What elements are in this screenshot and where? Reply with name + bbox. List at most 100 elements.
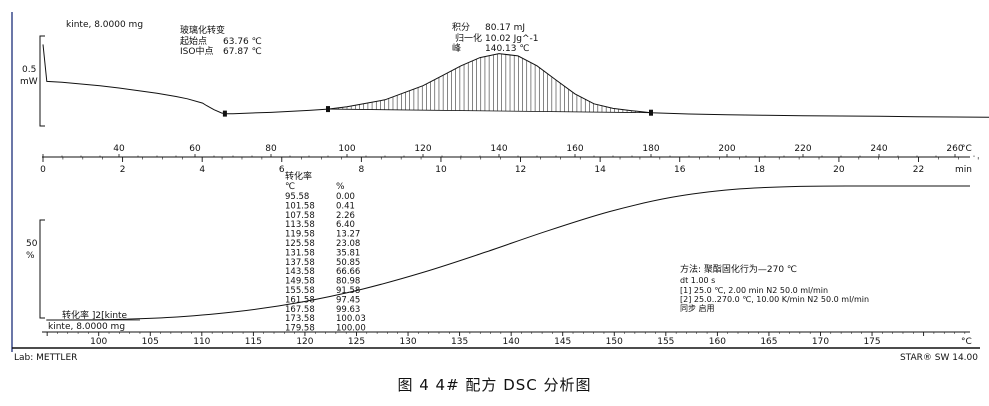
glass-transition-title: 玻璃化转变 [180,24,225,36]
conversion-table-temp: 155.58 [285,286,315,296]
method-sync: 同步 启用 [680,303,715,313]
bottom-tick-label: 160 [709,337,726,347]
bottom-tick-label: 145 [554,337,571,347]
time-tick-label: 12 [515,165,526,175]
bottom-tick-label: 120 [296,337,313,347]
conversion-table-temp: 149.58 [285,277,315,287]
conversion-table-temp: 167.58 [285,305,315,315]
norm-value: 10.02 Jg^-1 [485,34,539,44]
bottom-tick-label: 100 [90,337,107,347]
conversion-table-temp: 113.58 [285,220,315,230]
bottom-tick-label: 140 [503,337,520,347]
peak-value: 140.13 ℃ [485,44,529,54]
peak-integration-hatch [329,53,649,113]
conversion-table-value: 66.66 [336,267,360,277]
conversion-table-value: 97.45 [336,295,360,305]
conversion-table-title: 转化率 [285,170,312,182]
time-tick-label: 2 [120,165,126,175]
conversion-table-temp: 137.58 [285,258,315,268]
top-scale-unit: mW [20,77,38,87]
time-tick-label: 14 [594,165,606,175]
time-tick-label: 8 [358,165,364,175]
dsc-figure: 0.5 mW kinte, 8.0000 mg 玻璃化转变 起始点 63.76 … [11,12,989,363]
temp-tick-label: 160 [566,144,583,154]
top-scale-value: 0.5 [22,65,36,75]
time-tick-label: 0 [40,165,46,175]
bottom-tick-label: 170 [812,337,829,347]
method-dt: dt 1.00 s [680,276,715,285]
peak-baseline [327,108,652,114]
temp-tick-label: 140 [490,144,507,154]
conversion-table-value: 80.98 [336,277,360,287]
temp-tick-label: 240 [870,144,887,154]
conversion-table-temp: 179.58 [285,324,315,334]
method-title: 方法: 聚酯固化行为—270 ℃ [680,263,797,275]
conversion-table-value: 50.85 [336,258,360,268]
conversion-table-temp: 95.58 [285,192,309,202]
peak-label: 峰 [452,43,461,54]
conversion-table-value: 100.03 [336,314,366,324]
limit-marker [222,110,227,117]
bottom-tick-label: 150 [606,337,623,347]
temp-tick-label: 120 [414,144,431,154]
time-axis-unit: min [955,165,972,175]
conversion-table-temp: 131.58 [285,248,315,258]
figure-caption: 图 4 4# 配方 DSC 分析图 [397,376,592,394]
temp-tick-label: 100 [338,144,355,154]
glass-onset-value: 63.76 ℃ [223,37,262,47]
conversion-table-value: 100.00 [336,324,366,334]
conversion-table-value: 0.41 [336,201,355,211]
software-label: STAR® SW 14.00 [900,353,978,363]
bottom-tick-label: 125 [348,337,365,347]
conversion-table-value: 13.27 [336,230,360,240]
bottom-scale-bracket [39,219,45,319]
temp-tick-label: 220 [794,144,811,154]
heat-flow-curve [42,44,989,118]
glass-onset-label: 起始点 [180,35,207,47]
time-tick-label: 4 [199,165,205,175]
glass-iso-value: 67.87 ℃ [223,47,262,57]
temp-tick-label: 260 [946,144,963,154]
bottom-tick-label: 105 [142,337,159,347]
time-tick-label: 16 [674,165,686,175]
time-tick-label: 22 [913,165,924,175]
conversion-table-temp: 101.58 [285,201,315,211]
temp-tick-label: 60 [189,144,201,154]
top-sample-label: kinte, 8.0000 mg [66,20,143,30]
top-scale-bracket [39,35,45,127]
conversion-table-temp: 125.58 [285,239,315,249]
conversion-table-temp: 119.58 [285,230,315,240]
time-tick-label: 10 [435,165,447,175]
glass-iso-label: ISO中点 [180,45,213,57]
bottom-tick-label: 155 [657,337,674,347]
method-step-2: [2] 25.0..270.0 ℃, 10.00 K/min N2 50.0 m… [680,295,869,304]
integral-label: 积分 [452,21,470,33]
bottom-sample-label: kinte, 8.0000 mg [48,322,125,332]
limit-marker [326,106,330,113]
conversion-col-percent: % [336,182,345,192]
conversion-table-value: 35.81 [336,248,360,258]
conversion-table-value: 99.63 [336,305,360,315]
bottom-scale-value: 50 [26,239,38,249]
bottom-tick-label: 130 [399,337,416,347]
conversion-table-temp: 107.58 [285,211,315,221]
conversion-curve-label: 转化率 ]2[kinte [62,309,128,321]
bottom-tick-label: 110 [193,337,210,347]
time-tick-label: 20 [833,165,845,175]
bottom-tick-label: 115 [245,337,262,347]
conversion-table-temp: 161.58 [285,295,315,305]
conversion-table-temp: 143.58 [285,267,315,277]
norm-label: 归一化 [455,32,482,44]
conversion-col-temp: ℃ [285,182,295,192]
bottom-axis-unit: °C [961,337,972,347]
conversion-table-value: 2.26 [336,211,355,221]
temp-tick-label: 200 [718,144,735,154]
conversion-table-value: 0.00 [336,192,355,202]
integral-value: 80.17 mJ [485,23,525,33]
time-tick-label: 18 [754,165,766,175]
method-step-1: [1] 25.0 ℃, 2.00 min N2 50.0 ml/min [680,286,828,295]
temp-tick-label: 40 [113,144,125,154]
conversion-table-temp: 173.58 [285,314,315,324]
conversion-curve [46,185,970,321]
lab-label: Lab: METTLER [14,353,77,363]
